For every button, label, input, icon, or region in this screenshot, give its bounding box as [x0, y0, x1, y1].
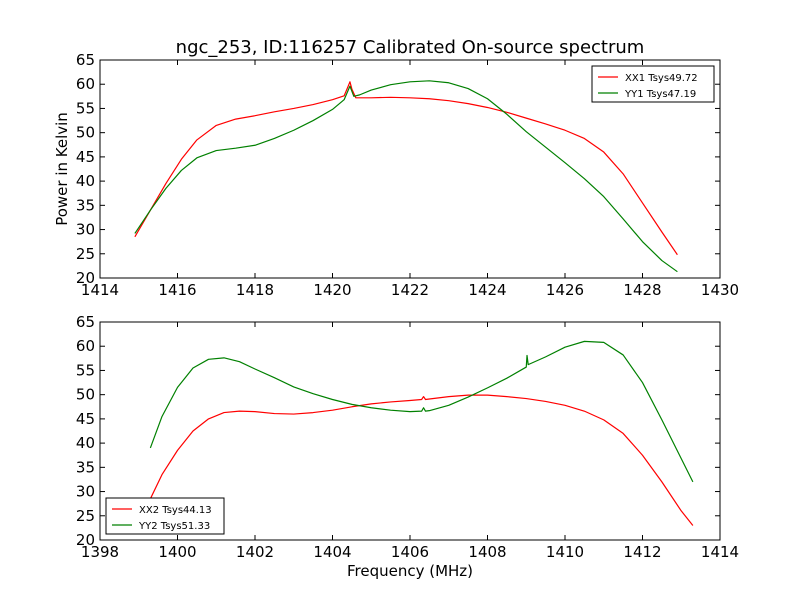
series-line-panel1-1: [134, 81, 678, 256]
x-tick-label: 1400: [158, 543, 196, 561]
legend: XX1 Tsys49.72 YY1 Tsys47.19: [591, 65, 715, 103]
y-tick-label: 20: [76, 531, 95, 549]
x-axis-label: Frequency (MHz): [347, 562, 473, 580]
bottom-panel: 1398 1400 1402 1404 1406 1408 1410 1412 1414 20 25…: [76, 313, 739, 561]
x-tick-label: 1430: [701, 281, 739, 299]
x-tick-label: 1406: [391, 543, 429, 561]
top-panel: 1414 1416 1418 1420 1422 1424 1426 1428 1430 20 25…: [76, 51, 739, 299]
y-tick-label: 45: [76, 410, 95, 428]
x-tick-label: 1428: [623, 281, 661, 299]
x-tick-label: 1414: [701, 543, 739, 561]
y-tick-label: 60: [76, 337, 95, 355]
x-tick-label: 1420: [313, 281, 351, 299]
x-tick-label: 1418: [236, 281, 274, 299]
legend-label: XX2 Tsys44.13: [139, 505, 212, 516]
x-tick-label: 1398: [81, 543, 119, 561]
y-tick-label: 65: [76, 313, 95, 331]
y-tick-label: 55: [76, 99, 95, 117]
x-tick-label: 1408: [468, 543, 506, 561]
legend-label: YY1 Tsys47.19: [624, 89, 696, 100]
y-tick-label: 55: [76, 361, 95, 379]
series-line-panel1-2: [134, 80, 678, 273]
y-tick-label: 40: [76, 172, 95, 190]
x-tick-label: 1414: [81, 281, 119, 299]
series-line-panel2-2: [149, 340, 694, 483]
x-tick-label: 1426: [546, 281, 584, 299]
y-tick-label: 65: [76, 51, 95, 69]
y-tick-label: 30: [76, 483, 95, 501]
x-tick-label: 1410: [546, 543, 584, 561]
chart-title: ngc_253, ID:116257 Calibrated On-source …: [176, 37, 645, 58]
series-line-panel2-1: [149, 394, 694, 526]
x-tick-label: 1404: [313, 543, 351, 561]
y-tick-label: 25: [76, 245, 95, 263]
legend-label: YY2 Tsys51.33: [138, 521, 210, 532]
y-tick-label: 50: [76, 124, 95, 142]
legend-label: XX1 Tsys49.72: [625, 73, 698, 84]
legend: XX2 Tsys44.13 YY2 Tsys51.33: [105, 497, 225, 535]
y-tick-label: 25: [76, 507, 95, 525]
legend-box: [591, 65, 715, 103]
y-tick-label: 45: [76, 148, 95, 166]
y-tick-label: 35: [76, 196, 95, 214]
y-tick-label: 30: [76, 221, 95, 239]
y-tick-label: 50: [76, 386, 95, 404]
y-axis-label: Power in Kelvin: [53, 112, 71, 226]
x-tick-label: 1412: [623, 543, 661, 561]
y-tick-label: 40: [76, 434, 95, 452]
x-tick-label: 1402: [236, 543, 274, 561]
y-tick-label: 60: [76, 75, 95, 93]
y-tick-label: 20: [76, 269, 95, 287]
x-tick-label: 1422: [391, 281, 429, 299]
x-tick-label: 1416: [158, 281, 196, 299]
x-tick-label: 1424: [468, 281, 506, 299]
legend-box: [105, 497, 225, 535]
y-tick-label: 35: [76, 458, 95, 476]
